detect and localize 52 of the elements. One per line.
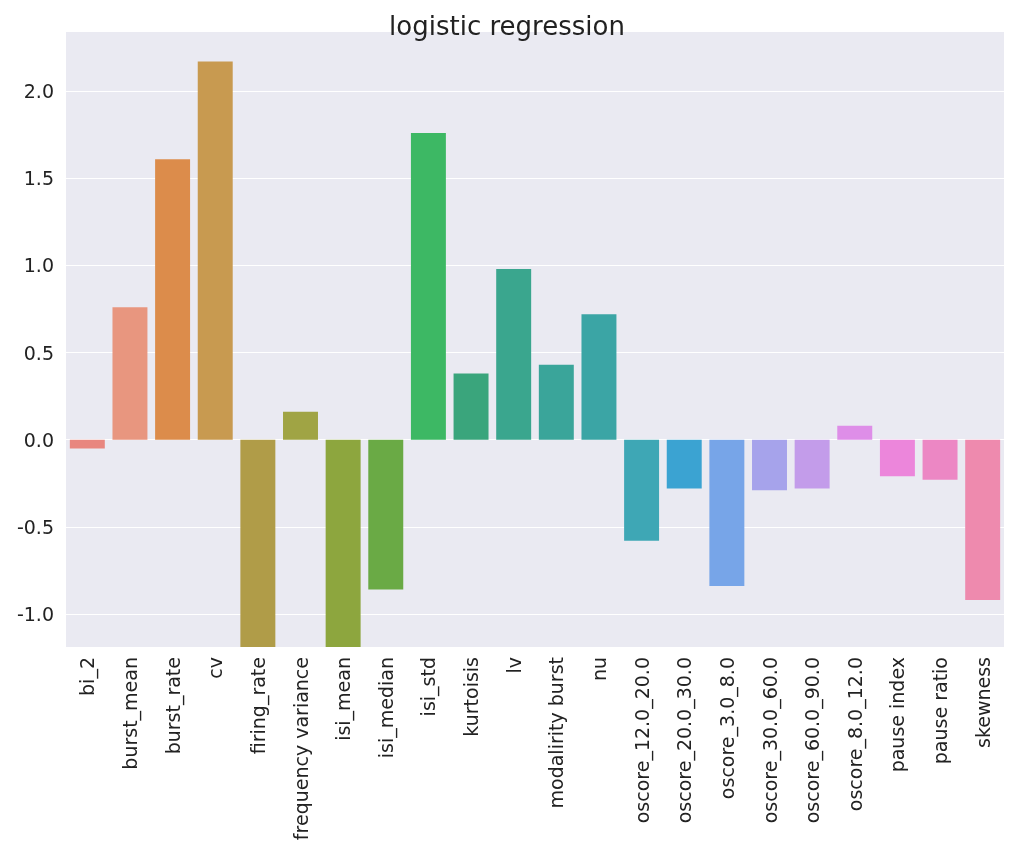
- bar: [965, 439, 1001, 600]
- y-tick-label: 2.0: [23, 80, 54, 103]
- bar: [666, 439, 702, 489]
- x-tick-label: bi_2: [76, 657, 100, 696]
- bar: [922, 439, 958, 480]
- x-tick-label: isi_mean: [332, 657, 356, 741]
- bar: [581, 314, 617, 440]
- bar: [197, 61, 233, 440]
- bar: [837, 425, 873, 440]
- y-tick-label: 0.5: [23, 341, 54, 364]
- bar: [624, 439, 660, 541]
- bar: [69, 439, 105, 449]
- bar: [794, 439, 830, 489]
- bar: [496, 268, 532, 440]
- chart-title: logistic regression: [389, 11, 625, 41]
- bar: [752, 439, 787, 491]
- x-tick-label: lv: [502, 657, 525, 674]
- bar: [879, 439, 915, 477]
- x-tick-label: oscore_12.0_20.0: [630, 657, 654, 824]
- bar: [410, 133, 446, 440]
- x-tick-label: oscore_8.0_12.0: [843, 657, 867, 812]
- x-tick-label: oscore_30.0_60.0: [758, 657, 782, 824]
- x-tick-label: pause ratio: [929, 657, 952, 765]
- y-tick-label: 1.0: [23, 254, 54, 277]
- x-tick-label: burst_rate: [161, 657, 185, 755]
- y-tick-label: 1.5: [23, 167, 54, 190]
- x-tick-label: pause index: [886, 657, 909, 773]
- y-tick-label: -1.0: [16, 602, 54, 625]
- bar: [283, 411, 318, 440]
- x-tick-label: burst_mean: [118, 657, 142, 770]
- x-tick-label: firing_rate: [246, 657, 270, 755]
- x-tick-label: kurtoisis: [460, 657, 483, 737]
- x-tick-label: isi_median: [374, 657, 398, 759]
- x-tick-label: oscore_20.0_30.0: [673, 657, 697, 824]
- y-tick-label: -0.5: [16, 515, 54, 538]
- bar: [155, 159, 191, 440]
- x-tick-label: oscore_3.0_8.0: [715, 657, 739, 800]
- bar: [240, 439, 276, 647]
- bar: [112, 307, 148, 440]
- bar: [368, 439, 404, 590]
- bar: [325, 439, 361, 647]
- bar: [538, 364, 574, 440]
- x-tick-label: oscore_60.0_90.0: [801, 657, 825, 824]
- x-tick-label: skewness: [971, 657, 994, 748]
- y-tick-label: 0.0: [23, 428, 54, 451]
- x-tick-label: cv: [204, 657, 227, 679]
- x-tick-label: isi_std: [417, 657, 441, 717]
- bar: [709, 439, 745, 587]
- x-tick-label: modalirity burst: [545, 657, 568, 809]
- x-tick-label: nu: [587, 657, 610, 682]
- x-tick-label: frequency variance: [289, 657, 312, 841]
- bar: [453, 373, 489, 440]
